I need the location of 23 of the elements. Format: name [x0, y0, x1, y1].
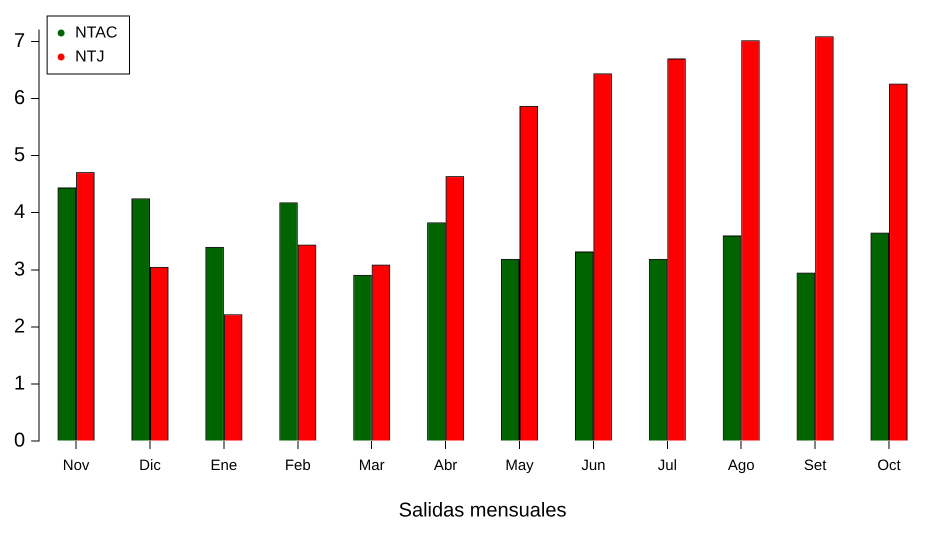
- x-tick-label: Abr: [434, 457, 458, 474]
- y-tick-label: 4: [14, 201, 26, 224]
- x-tick-label: Ene: [210, 457, 238, 474]
- x-tick-label: Oct: [877, 457, 902, 474]
- x-tick-label: Feb: [284, 457, 311, 474]
- x-tick-label: Mar: [358, 457, 385, 474]
- legend-label: NTAC: [75, 24, 118, 42]
- x-tick-label: Nov: [62, 457, 90, 474]
- x-tick-label: Jul: [658, 457, 677, 474]
- x-tick-label: Jun: [581, 457, 606, 474]
- legend-label: NTJ: [75, 48, 104, 66]
- x-tick-label: Ago: [728, 457, 755, 474]
- y-tick-label: 7: [14, 30, 26, 52]
- x-axis-title: Salidas mensuales: [398, 500, 566, 522]
- x-tick-label: May: [505, 457, 534, 474]
- y-tick-label: 3: [14, 258, 26, 280]
- y-tick-label: 0: [14, 430, 26, 452]
- y-tick-label: 1: [14, 372, 26, 394]
- y-tick-label: 5: [14, 144, 26, 166]
- y-tick-label: 2: [14, 315, 26, 338]
- y-tick-label: 6: [14, 87, 26, 110]
- x-tick-label: Set: [804, 457, 828, 474]
- x-tick-label: Dic: [139, 457, 162, 474]
